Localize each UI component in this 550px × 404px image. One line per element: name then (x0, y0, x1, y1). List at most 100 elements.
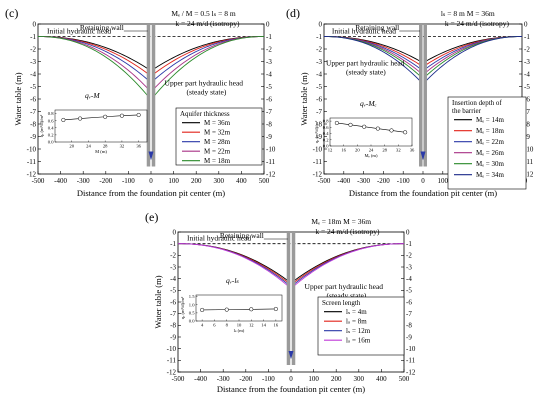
y-tick-label: -9 (30, 133, 36, 141)
x-tick-label: -300 (77, 177, 90, 185)
y-tick-label-right: -7 (266, 108, 272, 116)
y-tick-label-right: -8 (266, 120, 272, 128)
y-tick-label: -5 (30, 83, 36, 91)
y-tick-label: -5 (170, 287, 176, 295)
annotation-upper-head: Upper part hydraulic head (326, 58, 405, 67)
x-tick-label: 400 (376, 375, 387, 383)
series-line-right (293, 243, 405, 284)
x-tick-label: -200 (239, 375, 252, 383)
x-tick-label: 400 (236, 177, 247, 185)
inset-x-tick-label: 6 (213, 323, 216, 328)
x-tick-label: -500 (318, 177, 331, 185)
legend-box (447, 96, 527, 190)
inset-y-tick-label: 0.2 (323, 137, 329, 142)
y-tick-label: -12 (27, 170, 37, 178)
chart-panel-2: (e) 0 0 -1 -1 -2 -2 -3 -3 -4 -4 -5 -5 -6 -6 -7 -7 -8 -8 -9 -… (145, 210, 416, 394)
retaining-wall-right (291, 232, 296, 365)
retaining-wall-left (146, 24, 151, 167)
x-tick-label: 0 (149, 177, 153, 185)
legend-entry: Mₑ = 30m (476, 160, 504, 168)
inset-y-label: qᵥ (m³/d)/m² (39, 114, 44, 137)
inset-point (389, 128, 394, 133)
inset-x-label: M (m) (95, 149, 107, 154)
inset-point (103, 114, 108, 119)
series-line-right (425, 36, 523, 62)
y-tick-label: -1 (30, 33, 36, 41)
inset-frame (195, 294, 283, 322)
series-line-left (177, 243, 289, 287)
legend-title-2: the barrier (452, 107, 482, 115)
y-tick-label-right: -9 (266, 133, 272, 141)
y-tick-label: -12 (313, 170, 323, 178)
series-line-right (153, 36, 265, 75)
inset-frame (54, 109, 148, 143)
inset-point (119, 113, 124, 118)
inset-y-label: qᵥ (m³/d)/m² (180, 296, 185, 319)
inset-x-tick-label: 12 (328, 148, 333, 153)
inset-title: qᵥ-M (85, 91, 100, 100)
x-tick-label: 100 (168, 177, 179, 185)
y-tick-label-right: -7 (406, 310, 412, 318)
y-tick-label: -10 (313, 145, 323, 153)
y-tick-label-right: -9 (524, 133, 530, 141)
y-tick-label: -3 (316, 58, 322, 66)
annotation-steady: (steady state) (346, 67, 386, 76)
legend-entry: M = 22m (204, 148, 231, 156)
inset-point (136, 112, 141, 118)
y-tick-label: -5 (316, 83, 322, 91)
annotation-steady: (steady state) (187, 87, 227, 96)
panel-label: (d) (286, 6, 300, 20)
y-tick-label: -1 (316, 33, 322, 41)
x-tick-label: 100 (438, 177, 449, 185)
series-line-left (37, 36, 149, 70)
inset-x-tick-label: 4 (201, 323, 204, 328)
x-tick-label: 300 (354, 375, 365, 383)
y-tick-label: -2 (30, 45, 36, 53)
y-tick-label-right: -12 (524, 170, 534, 178)
panel-label: (c) (5, 6, 18, 20)
y-tick-label: -8 (170, 322, 176, 330)
inset-x-tick-label: 28 (382, 148, 387, 153)
retaining-wall-right (151, 24, 156, 167)
x-axis-label: Distance from the foundation pit center … (349, 188, 497, 198)
series-line-right (293, 243, 405, 285)
panel-label: (e) (145, 210, 158, 224)
annotation-wall: Retaining wall (80, 23, 124, 32)
y-tick-label: -11 (167, 357, 177, 365)
y-tick-label-right: -2 (524, 45, 530, 53)
series-line-left (37, 36, 149, 75)
inset-x-label: Mₑ (m) (364, 153, 378, 158)
y-tick-label: -2 (316, 45, 322, 53)
inset-x-tick-label: 28 (103, 144, 108, 149)
y-tick-label-right: -3 (406, 263, 412, 271)
x-tick-label: -400 (54, 177, 67, 185)
series-line-right (293, 243, 405, 287)
inset-x-tick-label: 36 (410, 148, 415, 153)
legend-entry: Mₑ = 34m (476, 171, 504, 179)
retaining-wall-right (423, 24, 427, 167)
y-tick-label-right: -5 (266, 83, 272, 91)
y-tick-label: -2 (170, 252, 176, 260)
annotation-initial-head: Initial hydraulic head (332, 27, 396, 36)
x-tick-label: -400 (194, 375, 207, 383)
inset-line (202, 308, 276, 311)
param-text-1: lₛ = 8 m M = 36m (441, 9, 495, 18)
y-tick-label-right: -8 (406, 322, 412, 330)
legend-entry: lₛ = 4m (346, 308, 367, 316)
y-tick-label-right: -4 (524, 70, 530, 78)
inset-point (200, 307, 205, 313)
y-tick-label-right: -2 (266, 45, 272, 53)
legend-entry: Mₑ = 14m (476, 116, 504, 124)
x-tick-label: -100 (122, 177, 135, 185)
param-text-2: k = 24 m/d (isotropy) (445, 19, 510, 28)
y-tick-label: -11 (27, 158, 37, 166)
well-marker (288, 351, 294, 360)
inset-y-tick-label: 0.2 (48, 132, 54, 137)
y-tick-label: -4 (30, 70, 36, 78)
x-tick-label: 500 (259, 177, 270, 185)
x-tick-label: -500 (32, 177, 45, 185)
chart-panel-1: (d) 0 0 -1 -1 -2 -2 -3 -3 -4 -4 -5 -5 -6 -6 -7 -7 -8 -8 -9 -… (286, 6, 534, 198)
y-tick-label: -8 (316, 120, 322, 128)
y-tick-label-right: -11 (406, 357, 416, 365)
y-tick-label-right: -12 (266, 170, 276, 178)
